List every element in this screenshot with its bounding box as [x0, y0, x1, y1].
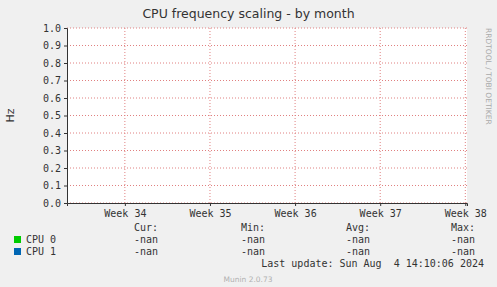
x-tick-label: Week 37	[360, 208, 402, 219]
x-axis: Week 34 Week 35 Week 36 Week 37 Week 38	[68, 203, 487, 219]
grid-line	[67, 133, 467, 134]
y-tick-label: 0.1	[43, 180, 61, 191]
legend-entry: CPU 1	[26, 246, 56, 257]
x-tick: Week 38	[445, 203, 487, 219]
legend-stat: -nan	[346, 246, 370, 257]
y-tick-mark	[64, 168, 67, 169]
grid-line	[67, 115, 467, 116]
background	[0, 0, 497, 287]
grid-line	[209, 28, 210, 203]
grid-line	[295, 28, 296, 203]
grid-line	[67, 80, 467, 81]
y-tick-mark	[64, 46, 67, 47]
legend-header: Max:	[451, 222, 475, 233]
grid-line	[380, 28, 381, 203]
legend-stat: -nan	[241, 234, 265, 245]
chart: CPU frequency scaling - by month Hz RRDTOO…	[0, 0, 497, 287]
legend-swatch	[14, 248, 21, 255]
y-tick-label: 0.9	[43, 40, 61, 51]
last-update: Last update: Sun Aug 4 14:10:06 2024	[261, 258, 484, 269]
legend-header: Avg:	[346, 222, 370, 233]
x-tick-mark	[465, 203, 466, 206]
x-tick-label: Week 35	[189, 208, 231, 219]
legend-stat: -nan	[451, 234, 475, 245]
y-tick-mark	[64, 133, 67, 134]
legend-header: Cur:	[134, 222, 158, 233]
x-tick-mark	[295, 203, 296, 206]
legend-stat: -nan	[451, 246, 475, 257]
x-tick-mark	[125, 203, 126, 206]
grid-line	[67, 168, 467, 169]
x-tick-mark	[210, 203, 211, 206]
grid-line	[124, 28, 125, 203]
x-tick-label: Week 38	[445, 208, 487, 219]
y-tick-mark	[64, 63, 67, 64]
y-tick: 0.9	[43, 40, 67, 51]
legend-stat: -nan	[241, 246, 265, 257]
y-tick-label: 0.0	[43, 198, 61, 209]
y-tick-mark	[64, 116, 67, 117]
y-tick: 1.0	[43, 23, 67, 34]
y-tick: 0.4	[43, 128, 67, 139]
grid-line	[67, 185, 467, 186]
y-axis-title: Hz	[4, 108, 17, 122]
y-tick: 0.2	[43, 163, 67, 174]
y-tick-mark	[64, 186, 67, 187]
y-axis-line	[64, 29, 68, 204]
y-tick: 0.7	[43, 75, 67, 86]
y-tick: 0.3	[43, 145, 67, 156]
x-tick-mark	[380, 203, 381, 206]
y-tick-label: 0.3	[43, 145, 61, 156]
y-tick-label: 0.4	[43, 128, 61, 139]
x-tick: Week 37	[360, 203, 402, 219]
y-tick-label: 0.2	[43, 163, 61, 174]
y-axis: 0.0 0.1 0.2 0.3 0.4 0.5 0.6 0.7 0.8 0.9 1.0	[43, 23, 68, 209]
y-tick-label: 0.6	[43, 93, 61, 104]
legend-stat: -nan	[134, 246, 158, 257]
legend-stat: -nan	[346, 234, 370, 245]
y-tick: 0.5	[43, 110, 67, 121]
x-tick: Week 36	[275, 203, 317, 219]
legend: Cur:Min:Avg:Max:CPU 0-nan-nan-nan-nanCPU…	[14, 222, 475, 257]
grid-line	[67, 28, 467, 29]
legend-swatch	[14, 236, 21, 243]
y-tick-mark	[64, 151, 67, 152]
y-tick: 0.0	[43, 198, 67, 209]
y-tick-mark	[64, 203, 67, 204]
legend-header: Min:	[241, 222, 265, 233]
y-tick-label: 0.7	[43, 75, 61, 86]
y-tick-mark	[64, 28, 67, 29]
grid-line	[67, 150, 467, 151]
y-tick-mark	[64, 81, 67, 82]
title: CPU frequency scaling - by month	[142, 6, 354, 21]
y-tick-label: 0.5	[43, 110, 61, 121]
legend-entry: CPU 0	[26, 234, 56, 245]
grid-line	[67, 45, 467, 46]
grid-line	[465, 28, 466, 203]
x-tick: Week 35	[189, 203, 231, 219]
y-tick: 0.8	[43, 58, 67, 69]
x-axis-line	[68, 204, 468, 207]
y-tick-mark	[64, 98, 67, 99]
footer: Munin 2.0.73	[223, 275, 272, 284]
grid	[67, 28, 467, 203]
y-tick-label: 0.8	[43, 58, 61, 69]
grid-line	[67, 98, 467, 99]
plot-area	[67, 28, 467, 203]
x-tick-label: Week 36	[275, 208, 317, 219]
y-tick: 0.1	[43, 180, 67, 191]
x-tick: Week 34	[104, 203, 146, 219]
legend-stat: -nan	[134, 234, 158, 245]
x-tick-label: Week 34	[104, 208, 146, 219]
grid-line	[67, 63, 467, 64]
y-tick-label: 1.0	[43, 23, 61, 34]
watermark: RRDTOOL / TOBI OETIKER	[484, 28, 493, 125]
y-tick: 0.6	[43, 93, 67, 104]
